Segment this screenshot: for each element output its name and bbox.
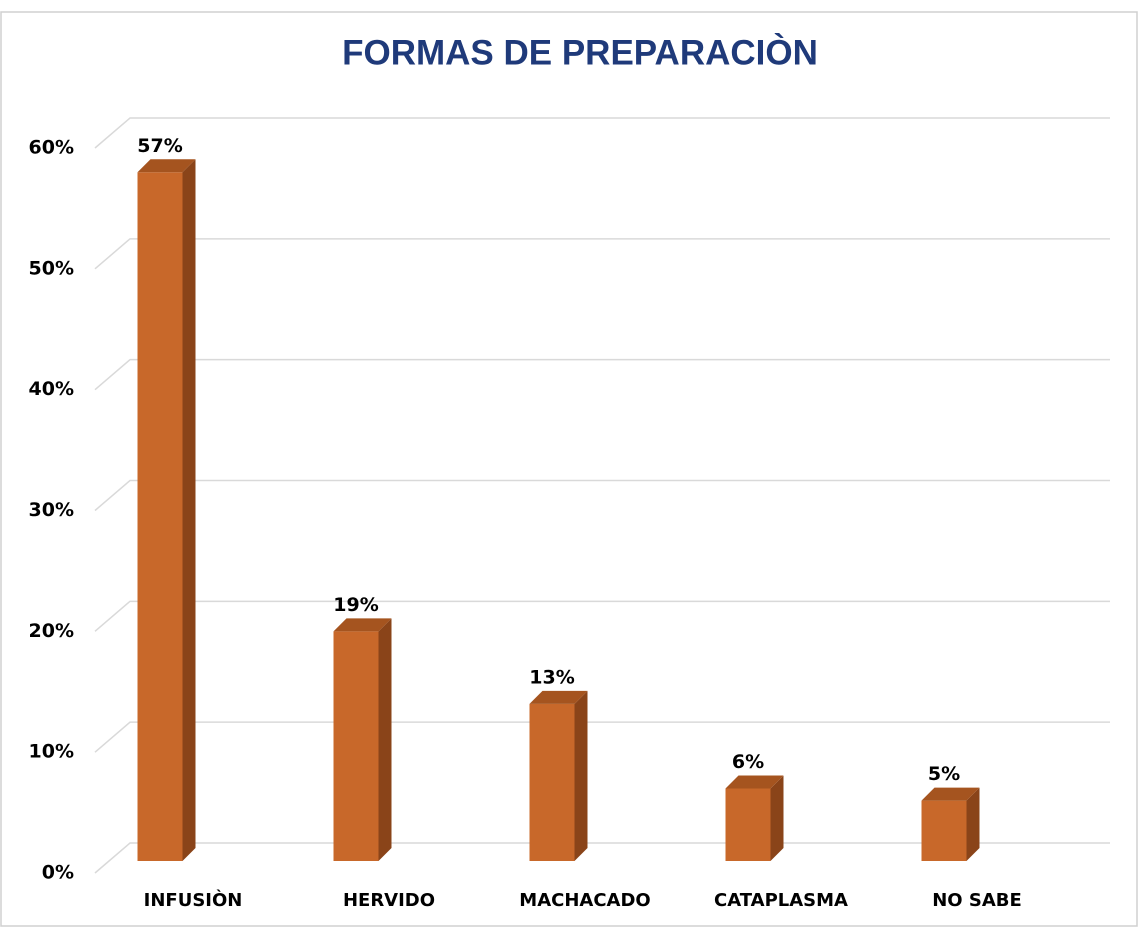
- bar-side: [574, 690, 588, 861]
- data-label: 57%: [137, 135, 182, 157]
- data-label: 5%: [928, 763, 960, 785]
- x-tick-label: MACHACADO: [519, 890, 650, 911]
- bar-top: [725, 775, 784, 789]
- grid-line: [94, 238, 1110, 270]
- x-tick-label: NO SABE: [932, 890, 1022, 911]
- y-tick-label: 0%: [42, 862, 74, 884]
- bar-top: [333, 618, 392, 632]
- bar-front: [137, 172, 183, 861]
- y-tick-label: 60%: [29, 137, 74, 159]
- bar-side: [182, 159, 196, 861]
- bar: [921, 787, 980, 861]
- bar-front: [333, 631, 379, 861]
- bar-top: [529, 690, 588, 704]
- bar-top: [137, 159, 196, 173]
- data-label: 13%: [529, 666, 574, 688]
- y-tick-label: 30%: [29, 499, 74, 521]
- grid-line: [94, 600, 1110, 632]
- bar: [137, 159, 196, 861]
- grid-line: [94, 479, 1110, 512]
- bar-front: [921, 800, 967, 861]
- bar-front: [529, 703, 575, 861]
- bar: [333, 618, 392, 861]
- y-tick-label: 10%: [29, 741, 74, 763]
- y-tick-label: 20%: [29, 620, 74, 642]
- x-tick-label: INFUSIÒN: [144, 889, 243, 911]
- x-tick-label: CATAPLASMA: [714, 890, 848, 911]
- bar-front: [725, 788, 771, 861]
- chart-title: FORMAS DE PREPARACIÒN: [342, 32, 818, 72]
- bar-side: [966, 787, 980, 861]
- data-label: 19%: [333, 594, 378, 616]
- grid-line: [94, 358, 1110, 391]
- y-tick-label: 40%: [29, 378, 74, 400]
- bar-side: [378, 618, 392, 861]
- bar: [725, 775, 784, 861]
- bar-top: [921, 787, 980, 801]
- y-tick-label: 50%: [29, 257, 74, 279]
- data-label: 6%: [732, 751, 764, 773]
- grid-line: [94, 117, 1110, 149]
- x-tick-label: HERVIDO: [343, 890, 435, 911]
- bar-side: [770, 775, 784, 861]
- grid-line: [94, 721, 1110, 753]
- bar: [529, 690, 588, 861]
